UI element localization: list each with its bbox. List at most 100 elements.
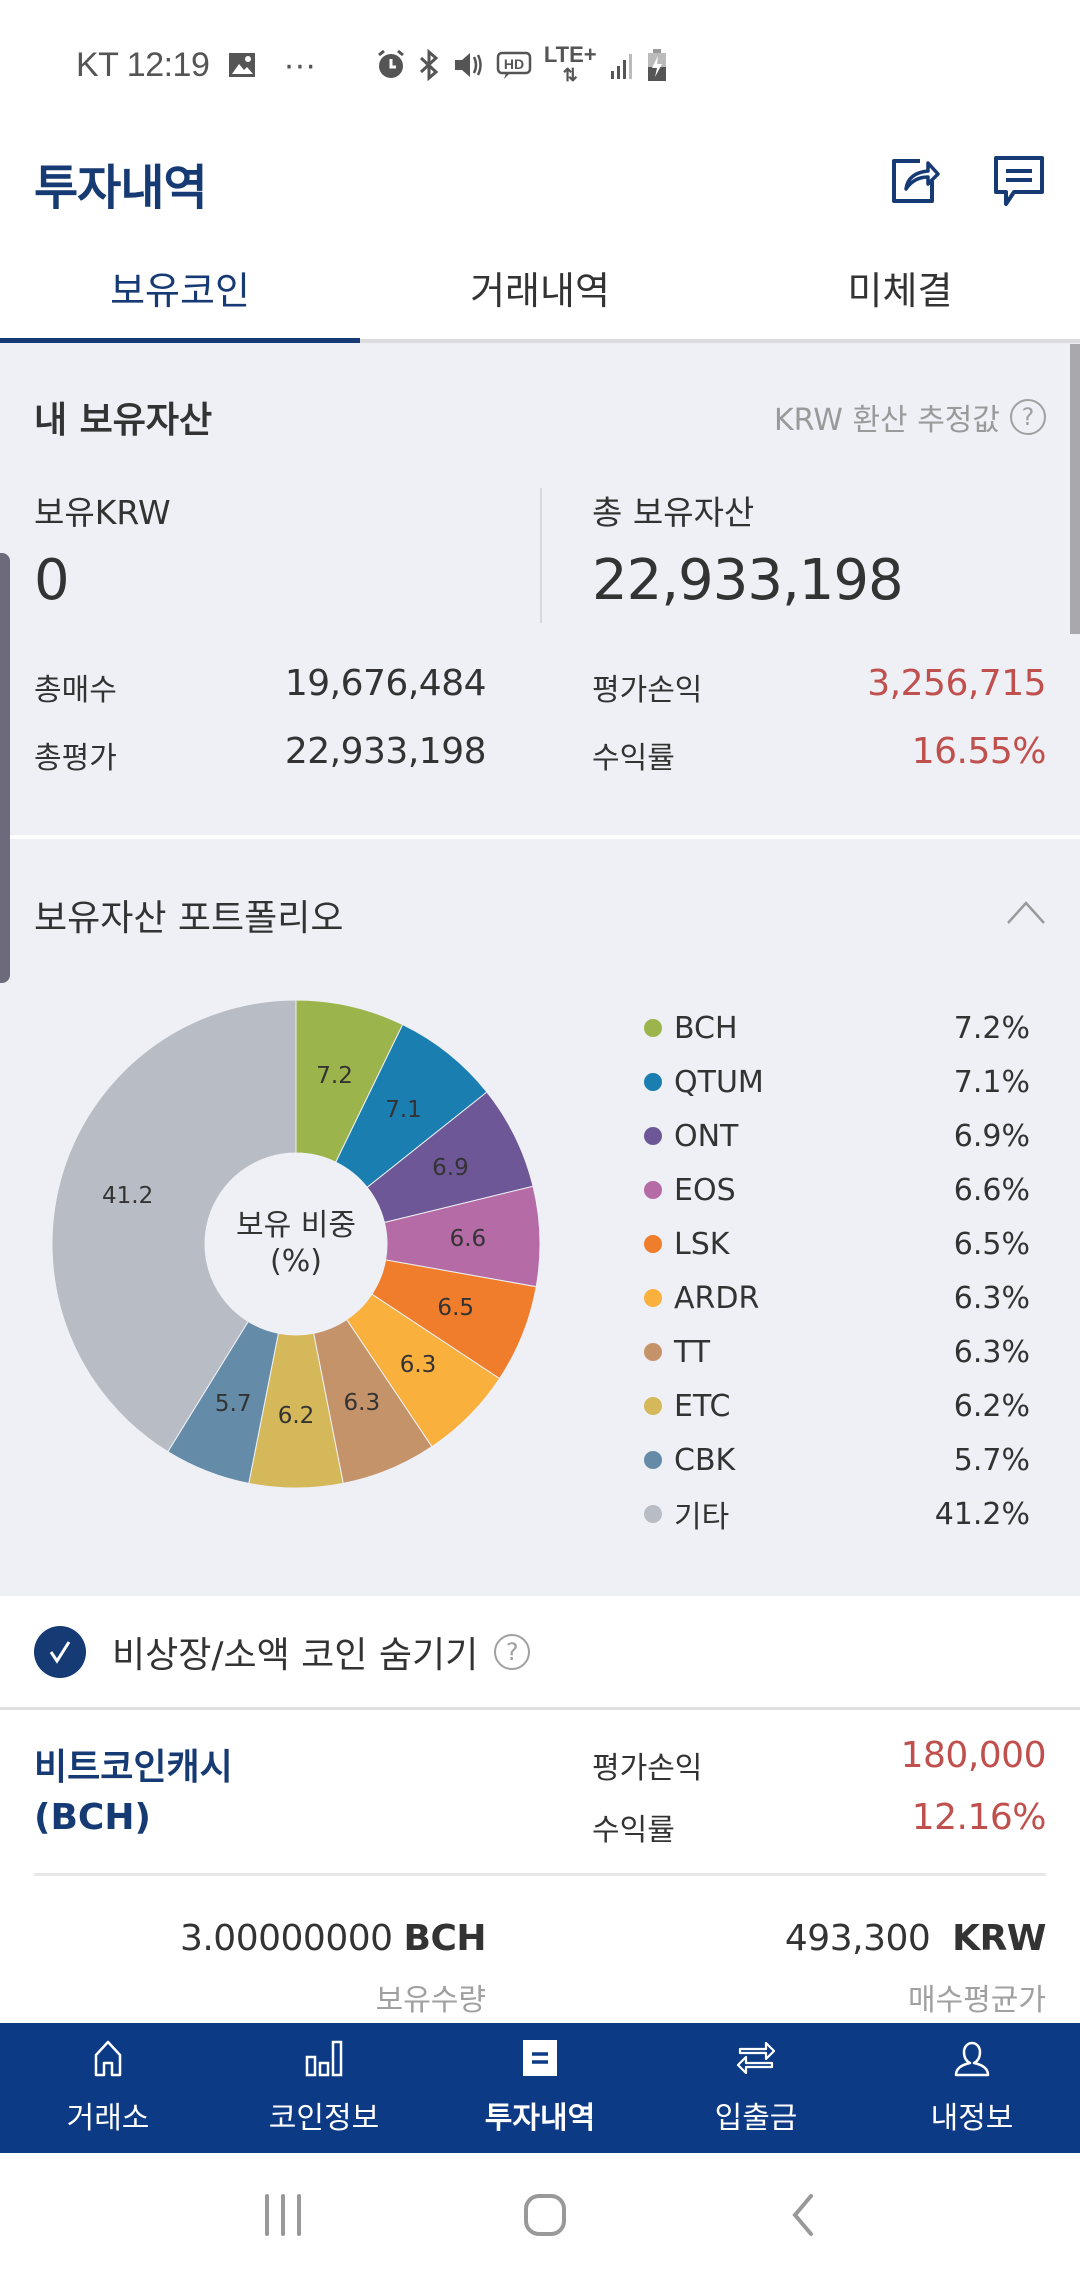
- carrier-time: KT 12:19: [76, 45, 210, 84]
- tab-open-orders[interactable]: 미체결: [847, 268, 953, 313]
- back-icon[interactable]: [787, 2193, 817, 2241]
- nav-deposit-withdraw[interactable]: 입출금: [648, 2023, 864, 2153]
- coin-pnl-label: 평가손익: [592, 1751, 703, 1786]
- nav-my-info[interactable]: 내정보: [864, 2023, 1080, 2153]
- krw-balance-label: 보유KRW: [34, 493, 171, 532]
- list-icon: [520, 2039, 560, 2085]
- scrollbar[interactable]: [1070, 344, 1080, 634]
- legend-percent: 41.2%: [934, 1496, 1030, 1532]
- avg-buy-price-label: 매수평균가: [908, 1983, 1046, 2018]
- legend-item: BCH 7.2%: [644, 1001, 1030, 1055]
- legend-name: LSK: [674, 1226, 730, 1262]
- legend-dot-icon: [644, 1505, 662, 1523]
- system-navigation-bar: [0, 2153, 1080, 2280]
- nav-investments[interactable]: 투자내역: [432, 2023, 648, 2153]
- coin-rate-label: 수익률: [592, 1813, 675, 1848]
- portfolio-title: 보유자산 포트폴리오: [34, 898, 344, 939]
- coin-card-bch[interactable]: 비트코인캐시 (BCH) 평가손익 180,000 수익률 12.16% 3.0…: [0, 1713, 1080, 2023]
- holding-quantity-label: 보유수량: [375, 1983, 486, 2018]
- bluetooth-icon: [418, 49, 440, 81]
- user-icon: [952, 2039, 992, 2085]
- tab-trade-history[interactable]: 거래내역: [470, 268, 610, 313]
- legend-name: QTUM: [674, 1064, 764, 1100]
- help-icon[interactable]: ?: [494, 1633, 531, 1670]
- app-header: 투자내역: [0, 130, 1080, 235]
- portfolio-donut-chart: 7.2 7.1 6.9 6.6 6.5 6.3 6.3 6.2 5.7 41.2 보유 비중 (%…: [51, 999, 541, 1489]
- legend-dot-icon: [644, 1181, 662, 1199]
- portfolio-legend: BCH 7.2% QTUM 7.1% ONT 6.9% EOS 6.6% LSK 6.5% ARDR…: [644, 1001, 1030, 1541]
- slice-value-label: 7.1: [385, 1096, 422, 1123]
- return-rate-value: 16.55%: [911, 731, 1047, 772]
- hide-small-coins-row[interactable]: 비상장/소액 코인 숨기기 ?: [0, 1596, 1080, 1710]
- krw-estimate-note[interactable]: KRW 환산 추정값 ?: [774, 395, 1046, 439]
- slice-value-label: 7.2: [316, 1063, 353, 1090]
- bar-chart-icon: [304, 2039, 344, 2085]
- legend-dot-icon: [644, 1397, 662, 1415]
- eval-pnl-label: 평가손익: [592, 673, 703, 708]
- page-title: 투자내역: [34, 159, 208, 216]
- legend-item: 기타 41.2%: [644, 1487, 1030, 1541]
- total-buy-label: 총매수: [34, 673, 117, 708]
- legend-percent: 5.7%: [953, 1442, 1030, 1478]
- help-icon[interactable]: ?: [1010, 399, 1046, 435]
- battery-charging-icon: [647, 48, 667, 82]
- slice-value-label: 6.3: [343, 1389, 381, 1416]
- alarm-icon: [376, 49, 406, 81]
- my-assets-title: 내 보유자산: [34, 400, 213, 441]
- portfolio-section: 보유자산 포트폴리오 7.2 7.1 6.9 6.6 6.5 6.3 6.3 6.2 5.7 41…: [0, 839, 1080, 1596]
- status-bar: KT 12:19 ··· HD LTE+ ⇅: [0, 0, 1080, 130]
- home-button-icon[interactable]: [523, 2193, 567, 2241]
- legend-percent: 6.3%: [953, 1280, 1030, 1316]
- legend-percent: 6.2%: [953, 1388, 1030, 1424]
- recent-apps-icon[interactable]: [263, 2193, 303, 2240]
- legend-item: LSK 6.5%: [644, 1217, 1030, 1271]
- slice-value-label: 6.2: [277, 1403, 315, 1429]
- slice-value-label: 5.7: [214, 1391, 252, 1418]
- coin-name: 비트코인캐시 (BCH): [34, 1747, 233, 1838]
- legend-percent: 7.1%: [953, 1064, 1030, 1100]
- nav-coin-info[interactable]: 코인정보: [216, 2023, 432, 2153]
- legend-percent: 6.6%: [953, 1172, 1030, 1208]
- krw-balance-value: 0: [34, 548, 70, 613]
- slice-value-label: 6.3: [399, 1352, 437, 1379]
- divider: [34, 1873, 1046, 1876]
- edge-panel-handle[interactable]: [0, 553, 10, 983]
- home-icon: [88, 2039, 128, 2085]
- legend-item: EOS 6.6%: [644, 1163, 1030, 1217]
- legend-item: TT 6.3%: [644, 1325, 1030, 1379]
- total-eval-label: 총평가: [34, 741, 117, 776]
- gallery-icon: [227, 50, 257, 80]
- bottom-navigation: 거래소 코인정보 투자내역 입출금 내정보: [0, 2023, 1080, 2153]
- signal-icon: [609, 49, 635, 81]
- tab-holdings[interactable]: 보유코인: [0, 235, 360, 343]
- coin-pnl-value: 180,000: [900, 1735, 1047, 1776]
- legend-item: CBK 5.7%: [644, 1433, 1030, 1487]
- legend-percent: 7.2%: [953, 1010, 1030, 1046]
- legend-name: ETC: [674, 1388, 731, 1424]
- krw-estimate-label: KRW 환산 추정값: [773, 403, 1000, 438]
- legend-name: EOS: [674, 1172, 736, 1208]
- legend-dot-icon: [644, 1235, 662, 1253]
- donut-svg: [51, 999, 541, 1489]
- legend-name: TT: [674, 1334, 711, 1370]
- legend-item: ETC 6.2%: [644, 1379, 1030, 1433]
- slice-value-label: 41.2: [102, 1183, 154, 1210]
- legend-name: CBK: [674, 1442, 736, 1478]
- tab-bar: 보유코인 거래내역 미체결: [0, 235, 1080, 343]
- legend-name: ONT: [674, 1118, 739, 1154]
- legend-item: ARDR 6.3%: [644, 1271, 1030, 1325]
- legend-percent: 6.5%: [953, 1226, 1030, 1262]
- checkbox-checked-icon[interactable]: [34, 1625, 86, 1678]
- legend-percent: 6.9%: [953, 1118, 1030, 1154]
- holding-quantity: 3.00000000 BCH: [179, 1918, 487, 1959]
- nav-exchange[interactable]: 거래소: [0, 2023, 216, 2153]
- total-assets-label: 총 보유자산: [592, 493, 755, 532]
- avg-buy-price: 493,300 KRW: [784, 1918, 1047, 1959]
- chat-icon[interactable]: [992, 154, 1046, 212]
- hd-voice-icon: HD: [496, 49, 532, 81]
- chevron-up-icon[interactable]: [1006, 899, 1046, 929]
- donut-center-label: 보유 비중 (%): [205, 1153, 387, 1335]
- transfer-icon: [736, 2039, 776, 2085]
- mute-icon: [452, 49, 484, 81]
- share-icon[interactable]: [886, 153, 942, 213]
